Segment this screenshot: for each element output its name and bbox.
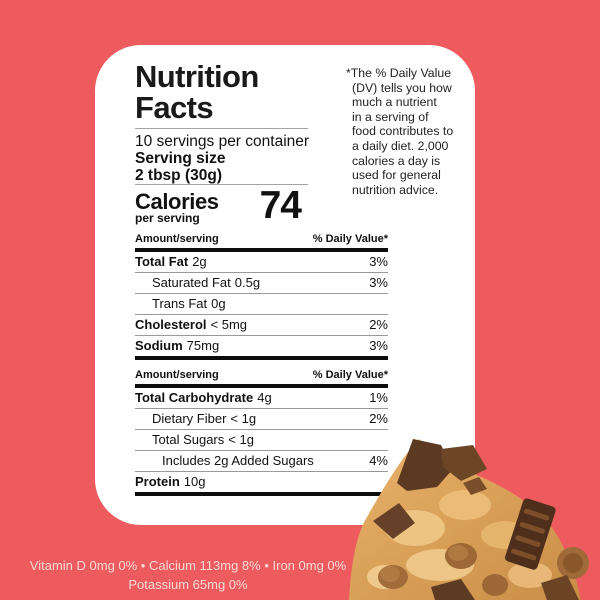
nutrient-name: Protein bbox=[135, 474, 180, 489]
nutrient-amount: < 5mg bbox=[210, 317, 248, 332]
daily-value-footnote: *The % Daily Value (DV) tells you how mu… bbox=[346, 66, 454, 197]
nutrient-name: Cholesterol bbox=[135, 317, 207, 332]
serving-size-value: 2 tbsp (30g) bbox=[135, 167, 222, 184]
divider-bar bbox=[135, 384, 388, 388]
nutrient-name: Trans Fat bbox=[152, 296, 208, 311]
nutrient-amount: 4g bbox=[257, 390, 272, 405]
nutrient-daily-value: 2% bbox=[369, 317, 388, 332]
nutrient-name: Sodium bbox=[135, 338, 183, 353]
column-header-daily-value: % Daily Value* bbox=[312, 233, 388, 245]
nutrient-daily-value: 3% bbox=[369, 254, 388, 269]
nutrient-amount: 0g bbox=[211, 296, 226, 311]
nutrient-cell: Protein 10g bbox=[135, 474, 388, 489]
micronutrients-text: Vitamin D 0mg 0% • Calcium 113mg 8% • Ir… bbox=[29, 558, 347, 592]
nutrient-name: Total Fat bbox=[135, 254, 189, 269]
cookie-dough-image bbox=[349, 439, 589, 600]
nutrient-table-1: Amount/serving % Daily Value* Total Fat 2… bbox=[135, 233, 388, 360]
divider-line bbox=[135, 184, 308, 185]
nutrient-table-2: Amount/serving % Daily Value* Total Carb… bbox=[135, 369, 388, 496]
serving-size-label: Serving size bbox=[135, 150, 226, 167]
row-protein: Protein 10g bbox=[135, 470, 388, 492]
nutrient-amount: 75mg bbox=[186, 338, 220, 353]
servings-per-container: 10 servings per container bbox=[135, 133, 310, 150]
nutrient-amount: 2g bbox=[192, 254, 207, 269]
row-saturated-fat: Saturated Fat 0.5g 3% bbox=[135, 271, 388, 293]
row-added-sugars: Includes 2g Added Sugars 4% bbox=[135, 449, 388, 471]
column-header-amount: Amount/serving bbox=[135, 233, 219, 245]
divider-bar bbox=[135, 248, 388, 252]
nutrient-daily-value: 3% bbox=[369, 275, 388, 290]
nutrient-name: Includes 2g Added Sugars bbox=[162, 453, 314, 468]
row-trans-fat: Trans Fat 0g bbox=[135, 292, 388, 314]
nutrient-cell: Includes 2g Added Sugars bbox=[135, 453, 369, 468]
nutrient-cell: Sodium 75mg bbox=[135, 338, 369, 353]
nutrient-daily-value: 3% bbox=[369, 338, 388, 353]
nutrient-cell: Total Carbohydrate 4g bbox=[135, 390, 369, 405]
row-sodium: Sodium 75mg 3% bbox=[135, 334, 388, 356]
nutrient-name: Total Sugars bbox=[152, 432, 225, 447]
calories-value: 74 bbox=[259, 184, 302, 227]
row-cholesterol: Cholesterol < 5mg 2% bbox=[135, 313, 388, 335]
row-total-carbohydrate: Total Carbohydrate 4g 1% bbox=[135, 388, 388, 408]
calories-sublabel: per serving bbox=[135, 211, 200, 225]
calories-block: Calories per serving bbox=[135, 191, 219, 225]
divider-line bbox=[135, 128, 308, 129]
nutrient-name: Dietary Fiber bbox=[152, 411, 227, 426]
nutrient-cell: Trans Fat 0g bbox=[135, 296, 388, 311]
nutrient-cell: Total Fat 2g bbox=[135, 254, 369, 269]
row-total-sugars: Total Sugars < 1g bbox=[135, 428, 388, 450]
row-dietary-fiber: Dietary Fiber < 1g 2% bbox=[135, 407, 388, 429]
nutrient-amount: 0.5g bbox=[234, 275, 261, 290]
divider-bar bbox=[135, 491, 388, 496]
nutrient-cell: Cholesterol < 5mg bbox=[135, 317, 369, 332]
nutrient-amount: 10g bbox=[183, 474, 206, 489]
calories-label: Calories bbox=[135, 189, 219, 214]
nutrient-daily-value: 4% bbox=[369, 453, 388, 468]
nutrient-daily-value: 2% bbox=[369, 411, 388, 426]
divider-bar bbox=[135, 355, 388, 360]
nutrient-amount: < 1g bbox=[228, 432, 254, 447]
label-title-line1: Nutrition bbox=[135, 59, 259, 94]
label-title-line2: Facts bbox=[135, 90, 214, 125]
nutrient-amount: < 1g bbox=[230, 411, 257, 426]
column-header-daily-value: % Daily Value* bbox=[312, 369, 388, 381]
column-header-amount: Amount/serving bbox=[135, 369, 219, 381]
nutrient-cell: Saturated Fat 0.5g bbox=[135, 275, 369, 290]
nutrient-cell: Dietary Fiber < 1g bbox=[135, 411, 369, 426]
table-header: Amount/serving % Daily Value* bbox=[135, 233, 388, 248]
nutrient-name: Total Carbohydrate bbox=[135, 390, 254, 405]
nutrient-name: Saturated Fat bbox=[152, 275, 231, 290]
row-total-fat: Total Fat 2g 3% bbox=[135, 252, 388, 272]
nutrition-label-card: Nutrition Facts *The % Daily Value (DV) … bbox=[95, 45, 475, 525]
nutrient-daily-value: 1% bbox=[369, 390, 388, 405]
nutrient-cell: Total Sugars < 1g bbox=[135, 432, 388, 447]
table-header: Amount/serving % Daily Value* bbox=[135, 369, 388, 384]
label-title: Nutrition Facts bbox=[135, 61, 259, 123]
